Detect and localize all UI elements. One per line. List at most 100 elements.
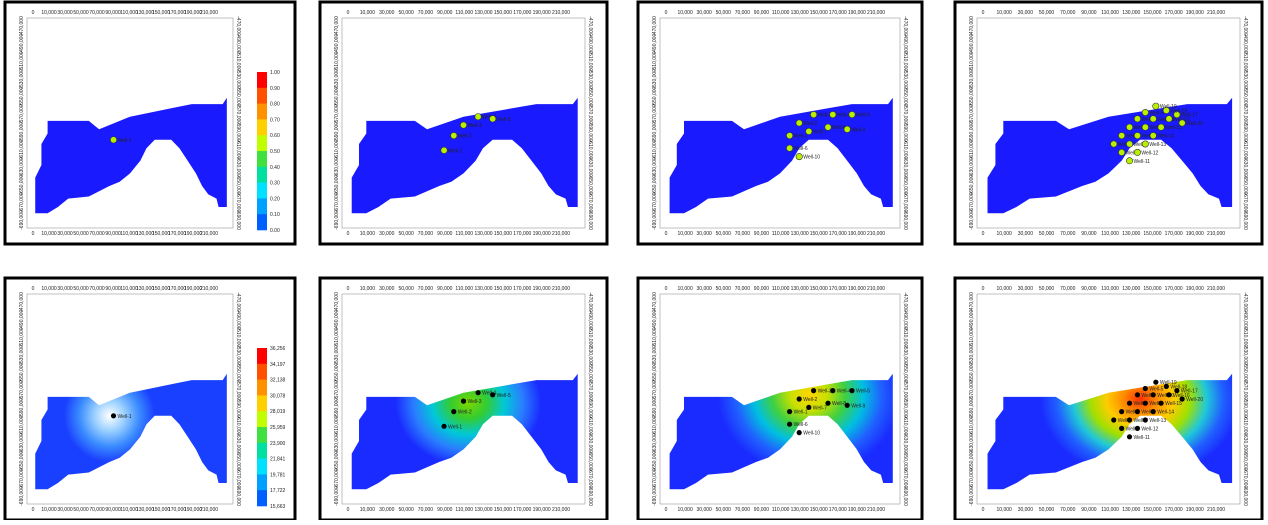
y-axis-label: -670,000	[334, 192, 340, 212]
x-axis-label: 90,000	[754, 286, 770, 292]
x-axis-label: 0	[665, 507, 668, 513]
map-panel: 0010,00010,00030,00030,00050,00050,00070…	[318, 276, 609, 522]
y-axis-label: -670,000	[652, 468, 658, 488]
well-label: Well-4	[1141, 117, 1155, 123]
y-axis-label: -690,000	[235, 210, 241, 230]
colorbar-swatch	[257, 442, 267, 459]
well-label: Well-19	[1160, 380, 1177, 386]
y-axis-label: -650,000	[902, 175, 908, 195]
y-axis-label: -510,000	[652, 51, 658, 71]
y-axis-label: -470,000	[19, 16, 25, 36]
y-axis-label: -670,000	[19, 192, 25, 212]
colorbar-label: 36,256	[270, 346, 286, 352]
y-axis-label: -630,000	[235, 157, 241, 177]
y-axis-label: -570,000	[19, 104, 25, 124]
well-marker	[1133, 132, 1141, 140]
colorbar-swatch	[257, 348, 267, 365]
well-label: Well-2	[803, 121, 817, 127]
y-axis-label: -670,000	[1242, 468, 1248, 488]
y-axis-label: -570,000	[902, 380, 908, 400]
y-axis-label: -550,000	[235, 363, 241, 383]
y-axis-label: -670,000	[587, 468, 593, 488]
y-axis-label: -570,000	[235, 104, 241, 124]
well-label: Well-7	[813, 129, 827, 135]
well-marker	[806, 404, 812, 410]
x-axis-label: 0	[347, 507, 350, 513]
plot-frame	[26, 293, 234, 505]
y-axis-label: -590,000	[235, 122, 241, 142]
well-marker	[1126, 123, 1134, 131]
x-axis-label: 190,000	[533, 286, 551, 292]
x-axis-label: 170,000	[168, 10, 186, 16]
x-axis-label: 50,000	[398, 507, 414, 513]
y-axis-label: -650,000	[969, 175, 975, 195]
well-marker	[1165, 115, 1173, 123]
y-axis-label: -690,000	[334, 210, 340, 230]
colorbar-swatch	[257, 395, 267, 412]
colorbar-swatch	[257, 474, 267, 491]
x-axis-label: 50,000	[1039, 10, 1055, 16]
well-label: Well-14	[1157, 410, 1174, 416]
x-axis-label: 30,000	[57, 507, 73, 513]
x-axis-label: 130,000	[136, 286, 154, 292]
well-marker	[1126, 157, 1134, 165]
y-axis-label: -630,000	[902, 157, 908, 177]
x-axis-label: 210,000	[1207, 231, 1225, 237]
map-panel: 0010,00010,00030,00030,00050,00050,00070…	[3, 0, 297, 246]
y-axis-label: -590,000	[1242, 122, 1248, 142]
y-axis-label: -670,000	[19, 468, 25, 488]
x-axis-label: 190,000	[1186, 10, 1204, 16]
colorbar-swatch	[257, 151, 267, 168]
y-axis-label: -650,000	[1242, 451, 1248, 471]
well-label: Well-13	[1149, 418, 1166, 424]
map-panel: 0010,00010,00030,00030,00050,00050,00070…	[3, 276, 297, 522]
y-axis-label: -550,000	[969, 86, 975, 106]
x-axis-label: 50,000	[1039, 286, 1055, 292]
y-axis-label: -690,000	[587, 486, 593, 506]
y-axis-label: -650,000	[19, 175, 25, 195]
well-marker	[1163, 383, 1169, 389]
y-axis-label: -550,000	[334, 86, 340, 106]
y-axis-label: -470,000	[334, 16, 340, 36]
x-axis-label: 150,000	[494, 231, 512, 237]
x-axis-label: 170,000	[513, 507, 531, 513]
y-axis-label: -630,000	[19, 433, 25, 453]
y-axis-label: -590,000	[902, 398, 908, 418]
x-axis-label: 30,000	[1018, 231, 1034, 237]
y-axis-label: -470,000	[1242, 16, 1248, 36]
well-label: Well-7	[813, 405, 827, 411]
x-axis-label: 150,000	[152, 507, 170, 513]
x-axis-label: 30,000	[697, 507, 713, 513]
well-marker	[829, 111, 837, 119]
x-axis-label: 90,000	[105, 10, 121, 16]
y-axis-label: -630,000	[652, 433, 658, 453]
y-axis-label: -570,000	[969, 380, 975, 400]
well-label: Well-9	[851, 403, 865, 409]
y-axis-label: -490,000	[969, 34, 975, 54]
well-label: Well-3	[468, 399, 482, 405]
y-axis-label: -590,000	[902, 122, 908, 142]
x-axis-label: 70,000	[89, 231, 105, 237]
colorbar-label: 0.20	[270, 196, 280, 202]
map-panel: 0010,00010,00030,00030,00050,00050,00070…	[953, 0, 1264, 246]
x-axis-label: 110,000	[772, 231, 790, 237]
y-axis-label: -690,000	[19, 486, 25, 506]
y-axis-label: -650,000	[587, 451, 593, 471]
x-axis-label: 150,000	[152, 286, 170, 292]
y-axis-label: -630,000	[1242, 433, 1248, 453]
y-axis-label: -510,000	[902, 51, 908, 71]
colorbar-swatch	[257, 72, 267, 89]
y-axis-label: -550,000	[1242, 363, 1248, 383]
well-label: Well-5	[1149, 111, 1163, 117]
x-axis-label: 0	[982, 10, 985, 16]
well-label: Well-1	[1118, 418, 1132, 424]
y-axis-label: -550,000	[902, 87, 908, 107]
y-axis-label: -470,000	[652, 292, 658, 312]
x-axis-label: 130,000	[1122, 10, 1140, 16]
x-axis-label: 10,000	[41, 507, 57, 513]
x-axis-label: 170,000	[1165, 10, 1183, 16]
y-axis-label: -470,000	[969, 16, 975, 36]
well-marker	[1134, 425, 1141, 431]
well-marker	[1157, 123, 1165, 131]
colorbar-swatch	[257, 490, 267, 507]
